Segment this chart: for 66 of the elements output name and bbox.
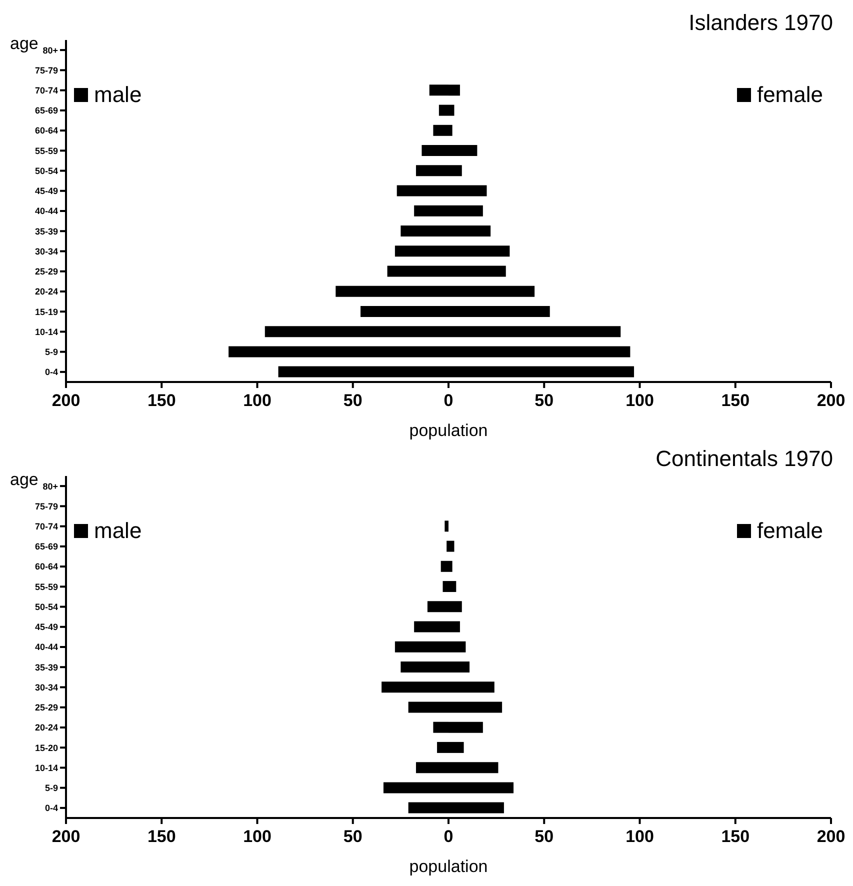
y-tick-label: 45-49 — [34, 186, 58, 196]
y-tick-label: 70-74 — [34, 521, 58, 532]
x-tick-label: 100 — [626, 391, 654, 410]
y-tick-label: 65-69 — [34, 542, 58, 552]
y-axis-title: age — [10, 470, 38, 490]
x-tick-label: 0 — [444, 391, 454, 410]
bar — [444, 520, 448, 532]
x-tick-label: 200 — [816, 827, 846, 846]
chart-title: Continentals 1970 — [656, 446, 833, 472]
y-tick-label: 15-19 — [34, 306, 58, 317]
y-tick-label: 75-79 — [34, 501, 58, 512]
y-axis-title: age — [10, 34, 38, 54]
y-tick-label: 20-24 — [34, 286, 58, 297]
x-tick-label: 50 — [343, 391, 362, 410]
y-tick-label: 50-54 — [34, 602, 58, 612]
y-tick-label: 30-34 — [34, 246, 58, 256]
y-tick-label: 0-4 — [44, 367, 58, 378]
y-tick-label: 10-14 — [34, 326, 58, 337]
x-tick-label: 50 — [343, 827, 362, 846]
y-tick-label: 60-64 — [34, 562, 58, 572]
bar — [433, 124, 448, 136]
x-tick-label: 200 — [52, 391, 80, 410]
legend-label: male — [94, 82, 142, 108]
legend-label: female — [756, 518, 823, 544]
y-tick-label: 45-49 — [34, 622, 58, 632]
x-tick-label: 200 — [52, 827, 80, 846]
y-tick-label: 60-64 — [34, 126, 58, 136]
y-tick-label: 5-9 — [44, 347, 58, 358]
y-tick-label: 0-4 — [44, 803, 58, 814]
x-tick-label: 100 — [243, 391, 272, 410]
x-tick-label: 50 — [534, 827, 554, 846]
y-tick-label: 35-39 — [34, 662, 58, 672]
x-tick-label: 150 — [147, 391, 176, 410]
y-tick-label: 10-14 — [34, 762, 58, 773]
y-tick-label: 35-39 — [34, 226, 58, 236]
y-tick-label: 65-69 — [34, 106, 58, 116]
x-tick-label: 150 — [721, 827, 750, 846]
x-axis-title: population — [408, 856, 489, 878]
x-tick-label: 150 — [147, 827, 176, 846]
y-tick-label: 25-29 — [34, 702, 58, 713]
x-tick-label: 100 — [626, 827, 654, 846]
y-tick-label: 25-29 — [34, 266, 58, 277]
y-tick-label: 15-20 — [34, 742, 58, 753]
bar — [440, 560, 448, 572]
x-tick-label: 100 — [243, 827, 272, 846]
bar — [448, 540, 454, 552]
x-tick-label: 0 — [444, 827, 454, 846]
y-tick-label: 30-34 — [34, 682, 58, 692]
y-tick-label: 80+ — [42, 481, 58, 492]
legend-label: female — [756, 82, 823, 108]
y-tick-label: 55-59 — [34, 582, 58, 592]
y-tick-label: 40-44 — [34, 642, 58, 652]
y-tick-label: 5-9 — [44, 783, 58, 794]
y-tick-label: 55-59 — [34, 146, 58, 156]
x-tick-label: 50 — [534, 391, 554, 410]
legend-label: male — [94, 518, 142, 544]
y-tick-label: 40-44 — [34, 206, 58, 216]
x-axis-title: population — [408, 420, 489, 442]
x-tick-label: 150 — [721, 391, 750, 410]
y-tick-label: 70-74 — [34, 85, 58, 96]
y-tick-label: 75-79 — [34, 65, 58, 76]
y-tick-label: 20-24 — [34, 722, 58, 733]
y-tick-label: 50-54 — [34, 166, 58, 176]
y-tick-label: 80+ — [42, 45, 58, 56]
chart-title: Islanders 1970 — [688, 10, 833, 36]
x-tick-label: 200 — [816, 391, 846, 410]
